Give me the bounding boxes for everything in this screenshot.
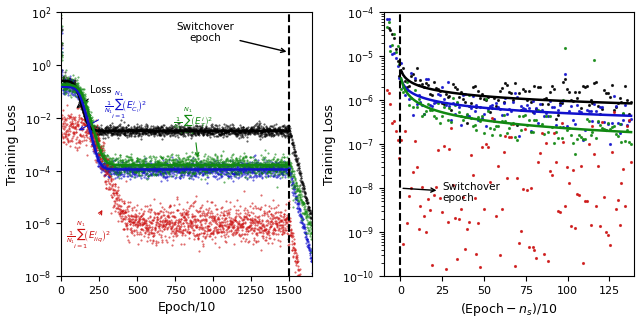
Text: $\frac{1}{N_1}\!\sum_{i=1}^{N_1}\!\!\left(E_{C_l}^i\right)^{\!2}$: $\frac{1}{N_1}\!\sum_{i=1}^{N_1}\!\!\lef…: [80, 90, 147, 130]
Y-axis label: Training Loss: Training Loss: [6, 104, 19, 185]
X-axis label: Epoch/10: Epoch/10: [157, 301, 216, 315]
Y-axis label: Training Loss: Training Loss: [323, 104, 336, 185]
Text: Switchover
epoch: Switchover epoch: [403, 182, 500, 203]
Text: Switchover
epoch: Switchover epoch: [177, 21, 285, 52]
Text: $\frac{1}{N_1}\!\sum_{i=1}^{N_1}\!\!\left(E_T^i\right)^{\!2}$: $\frac{1}{N_1}\!\sum_{i=1}^{N_1}\!\!\lef…: [173, 106, 213, 156]
X-axis label: $(\mathrm{Epoch} - n_s)/10$: $(\mathrm{Epoch} - n_s)/10$: [460, 301, 557, 318]
Text: $\frac{1}{N_1}\!\sum_{i=1}^{N_1}\!\!\left(E_{liq}^i\right)^{\!2}$: $\frac{1}{N_1}\!\sum_{i=1}^{N_1}\!\!\lef…: [66, 211, 110, 251]
Text: Loss: Loss: [77, 85, 111, 107]
